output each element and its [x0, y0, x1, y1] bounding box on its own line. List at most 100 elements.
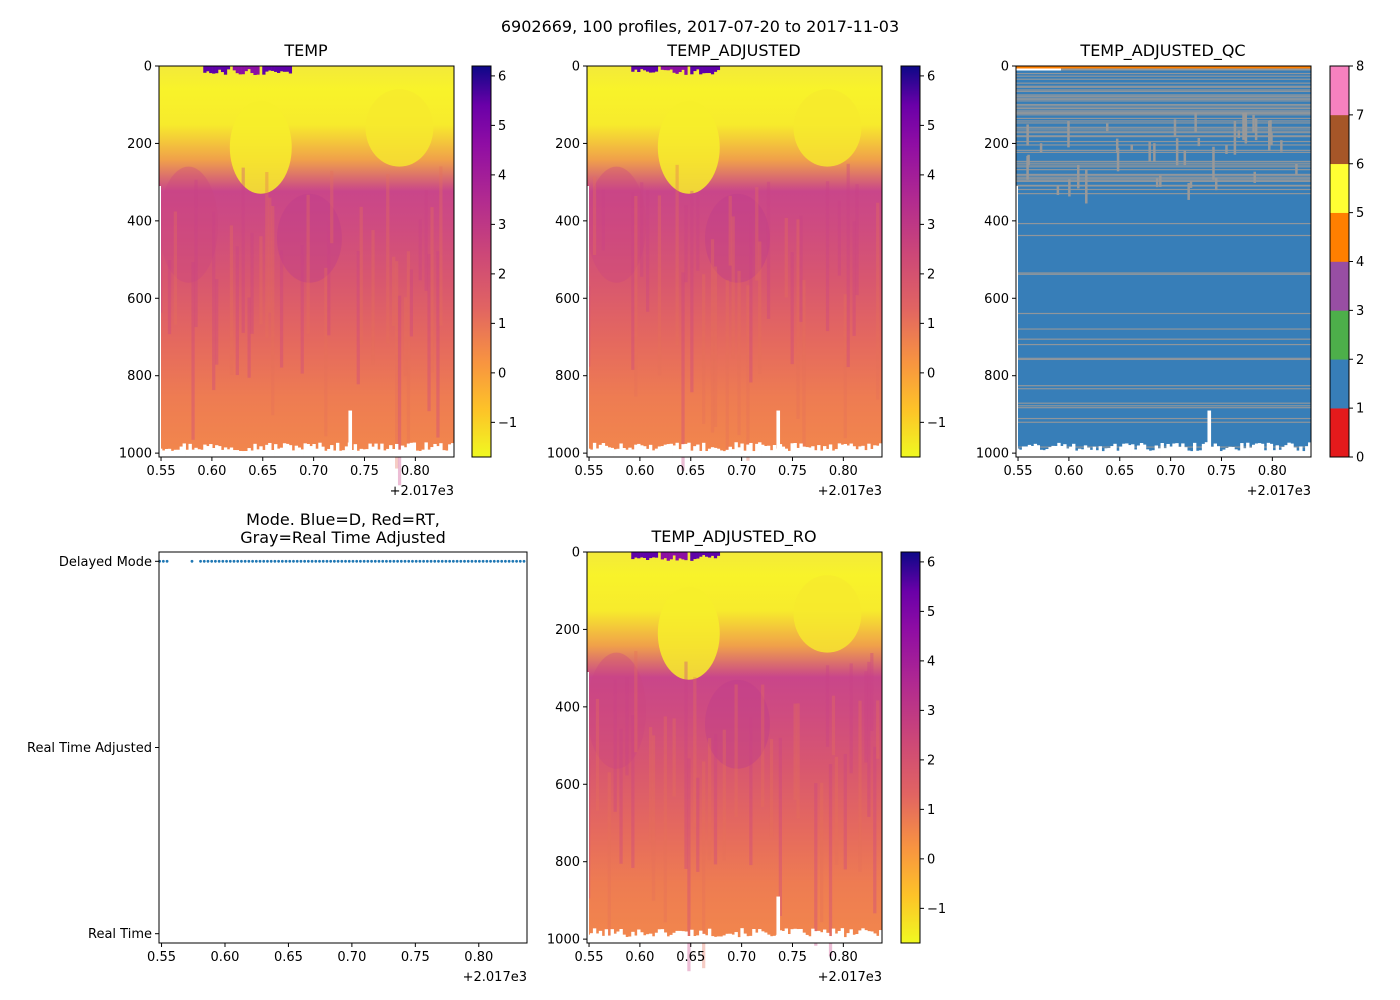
x-tick-label: 0.80	[829, 464, 858, 479]
data-gap-cell	[182, 443, 186, 457]
colorbar-segment	[1330, 261, 1349, 311]
data-gap-cell	[424, 442, 428, 457]
qc-flag-patch	[1159, 175, 1162, 187]
colorbar-gradient	[901, 66, 920, 457]
qc-flag-line	[1016, 140, 1311, 143]
heatmap-column	[749, 717, 753, 866]
heatmap-column	[849, 663, 853, 774]
plot-area	[1016, 66, 1312, 458]
data-gap-cell	[864, 450, 868, 457]
data-gap-cell	[719, 936, 724, 943]
qc-flag-line	[1016, 385, 1311, 387]
qc-flag-patch	[1214, 177, 1218, 191]
data-gap-cell	[1051, 445, 1055, 457]
qc-flag-line	[1016, 421, 1311, 423]
mode-point	[344, 559, 347, 563]
colorbar-frame	[900, 551, 921, 944]
heatmap-column	[710, 239, 715, 433]
heatmap-surface-cell	[672, 66, 676, 73]
data-gap-cell	[256, 449, 260, 457]
data-gap-cell	[203, 444, 207, 457]
x-tick-label: 0.70	[1156, 464, 1185, 479]
heatmap-column	[406, 251, 411, 448]
qc-flag-patch	[1026, 124, 1029, 146]
data-gap-cell	[1042, 450, 1046, 457]
data-gap-cell	[737, 937, 741, 943]
data-gap-cell	[637, 929, 641, 943]
data-gap-cell	[728, 446, 732, 457]
heatmap-surface-cell	[707, 552, 712, 558]
panel-mode: Mode. Blue=D, Red=RT, Gray=Real Time Adj…	[27, 510, 528, 985]
data-gap-cell	[383, 450, 387, 457]
x-tick-label: 0.60	[1054, 464, 1083, 479]
data-gap-cell	[849, 443, 853, 457]
heatmap-surface-cell	[226, 66, 231, 70]
qc-flag-line	[1016, 234, 1311, 237]
heatmap-feature	[793, 89, 862, 167]
data-gap-cell	[666, 936, 670, 943]
heatmap-surface-cell	[681, 552, 685, 560]
data-gap-cell	[229, 447, 234, 457]
heatmap-surface-cell	[681, 66, 685, 70]
qc-flag-line	[1016, 174, 1311, 176]
data-gap-cell	[672, 932, 676, 943]
x-tick-label: 0.75	[778, 950, 807, 965]
mode-point	[362, 559, 366, 563]
data-gap-cell	[855, 934, 859, 943]
y-axis: 0 200 400 600 800 1000	[976, 60, 1016, 462]
data-gap-cell	[616, 931, 620, 943]
colorbar-segment	[1330, 163, 1349, 213]
axes-frame	[586, 551, 883, 944]
heatmap-surface-cell	[663, 66, 667, 71]
heatmap-surface-cell	[699, 66, 703, 75]
mode-point	[437, 559, 440, 563]
data-gap-cell	[1269, 443, 1274, 457]
data-gap-cell	[814, 931, 818, 943]
qc-flag-patch	[1130, 144, 1133, 151]
y-tick-label: 800	[555, 369, 580, 384]
data-gap-cell	[678, 930, 682, 943]
data-gap-cell	[271, 449, 275, 457]
qc-flag-patch	[1068, 179, 1071, 197]
qc-flag-line	[1016, 358, 1311, 361]
heatmap-column	[235, 246, 239, 376]
data-gap-cell	[675, 442, 679, 457]
heatmap-column	[657, 195, 662, 376]
data-gap-cell	[840, 444, 845, 457]
colorbar-tick-label: 0	[1356, 451, 1364, 466]
y-tick-label: 0	[572, 546, 580, 561]
qc-flag-patch	[1175, 138, 1179, 166]
data-gap-cell	[359, 448, 363, 457]
data-gap-cell	[719, 450, 724, 457]
data-gap-cell	[442, 450, 446, 457]
x-tick-label: 0.80	[1258, 464, 1287, 479]
mode-point	[385, 559, 388, 563]
data-gap-cell	[648, 933, 653, 943]
heatmap-column	[619, 728, 623, 864]
y-tick-label: 800	[984, 369, 1009, 384]
qc-flag-line	[1016, 179, 1311, 181]
data-gap-cell	[1210, 446, 1215, 457]
qc-flag-line	[1016, 82, 1311, 84]
data-gap-cell	[625, 449, 629, 457]
mode-point	[251, 559, 254, 563]
data-gap-cell	[820, 450, 824, 457]
data-gap-cell	[675, 930, 679, 943]
data-gap-cell	[1066, 448, 1070, 457]
mode-point	[489, 559, 492, 563]
data-gap-cell	[604, 445, 609, 457]
qc-flag-line	[1016, 312, 1311, 315]
heatmap-surface-cell	[710, 552, 715, 556]
data-gap-cell	[867, 931, 871, 943]
qc-flag-patch	[1267, 120, 1271, 151]
colorbar-tick-label: 5	[498, 119, 506, 134]
data-gap-cell	[1154, 445, 1158, 457]
data-gap-cell	[876, 445, 880, 457]
data-gap-cell	[622, 448, 626, 457]
data-gap-cell	[1075, 450, 1079, 457]
heatmap-surface-cell	[713, 66, 718, 72]
heatmap-column	[675, 164, 679, 346]
heatmap-column	[681, 272, 685, 471]
x-offset-label: +2.017e3	[818, 970, 882, 985]
plot-area	[587, 66, 883, 471]
